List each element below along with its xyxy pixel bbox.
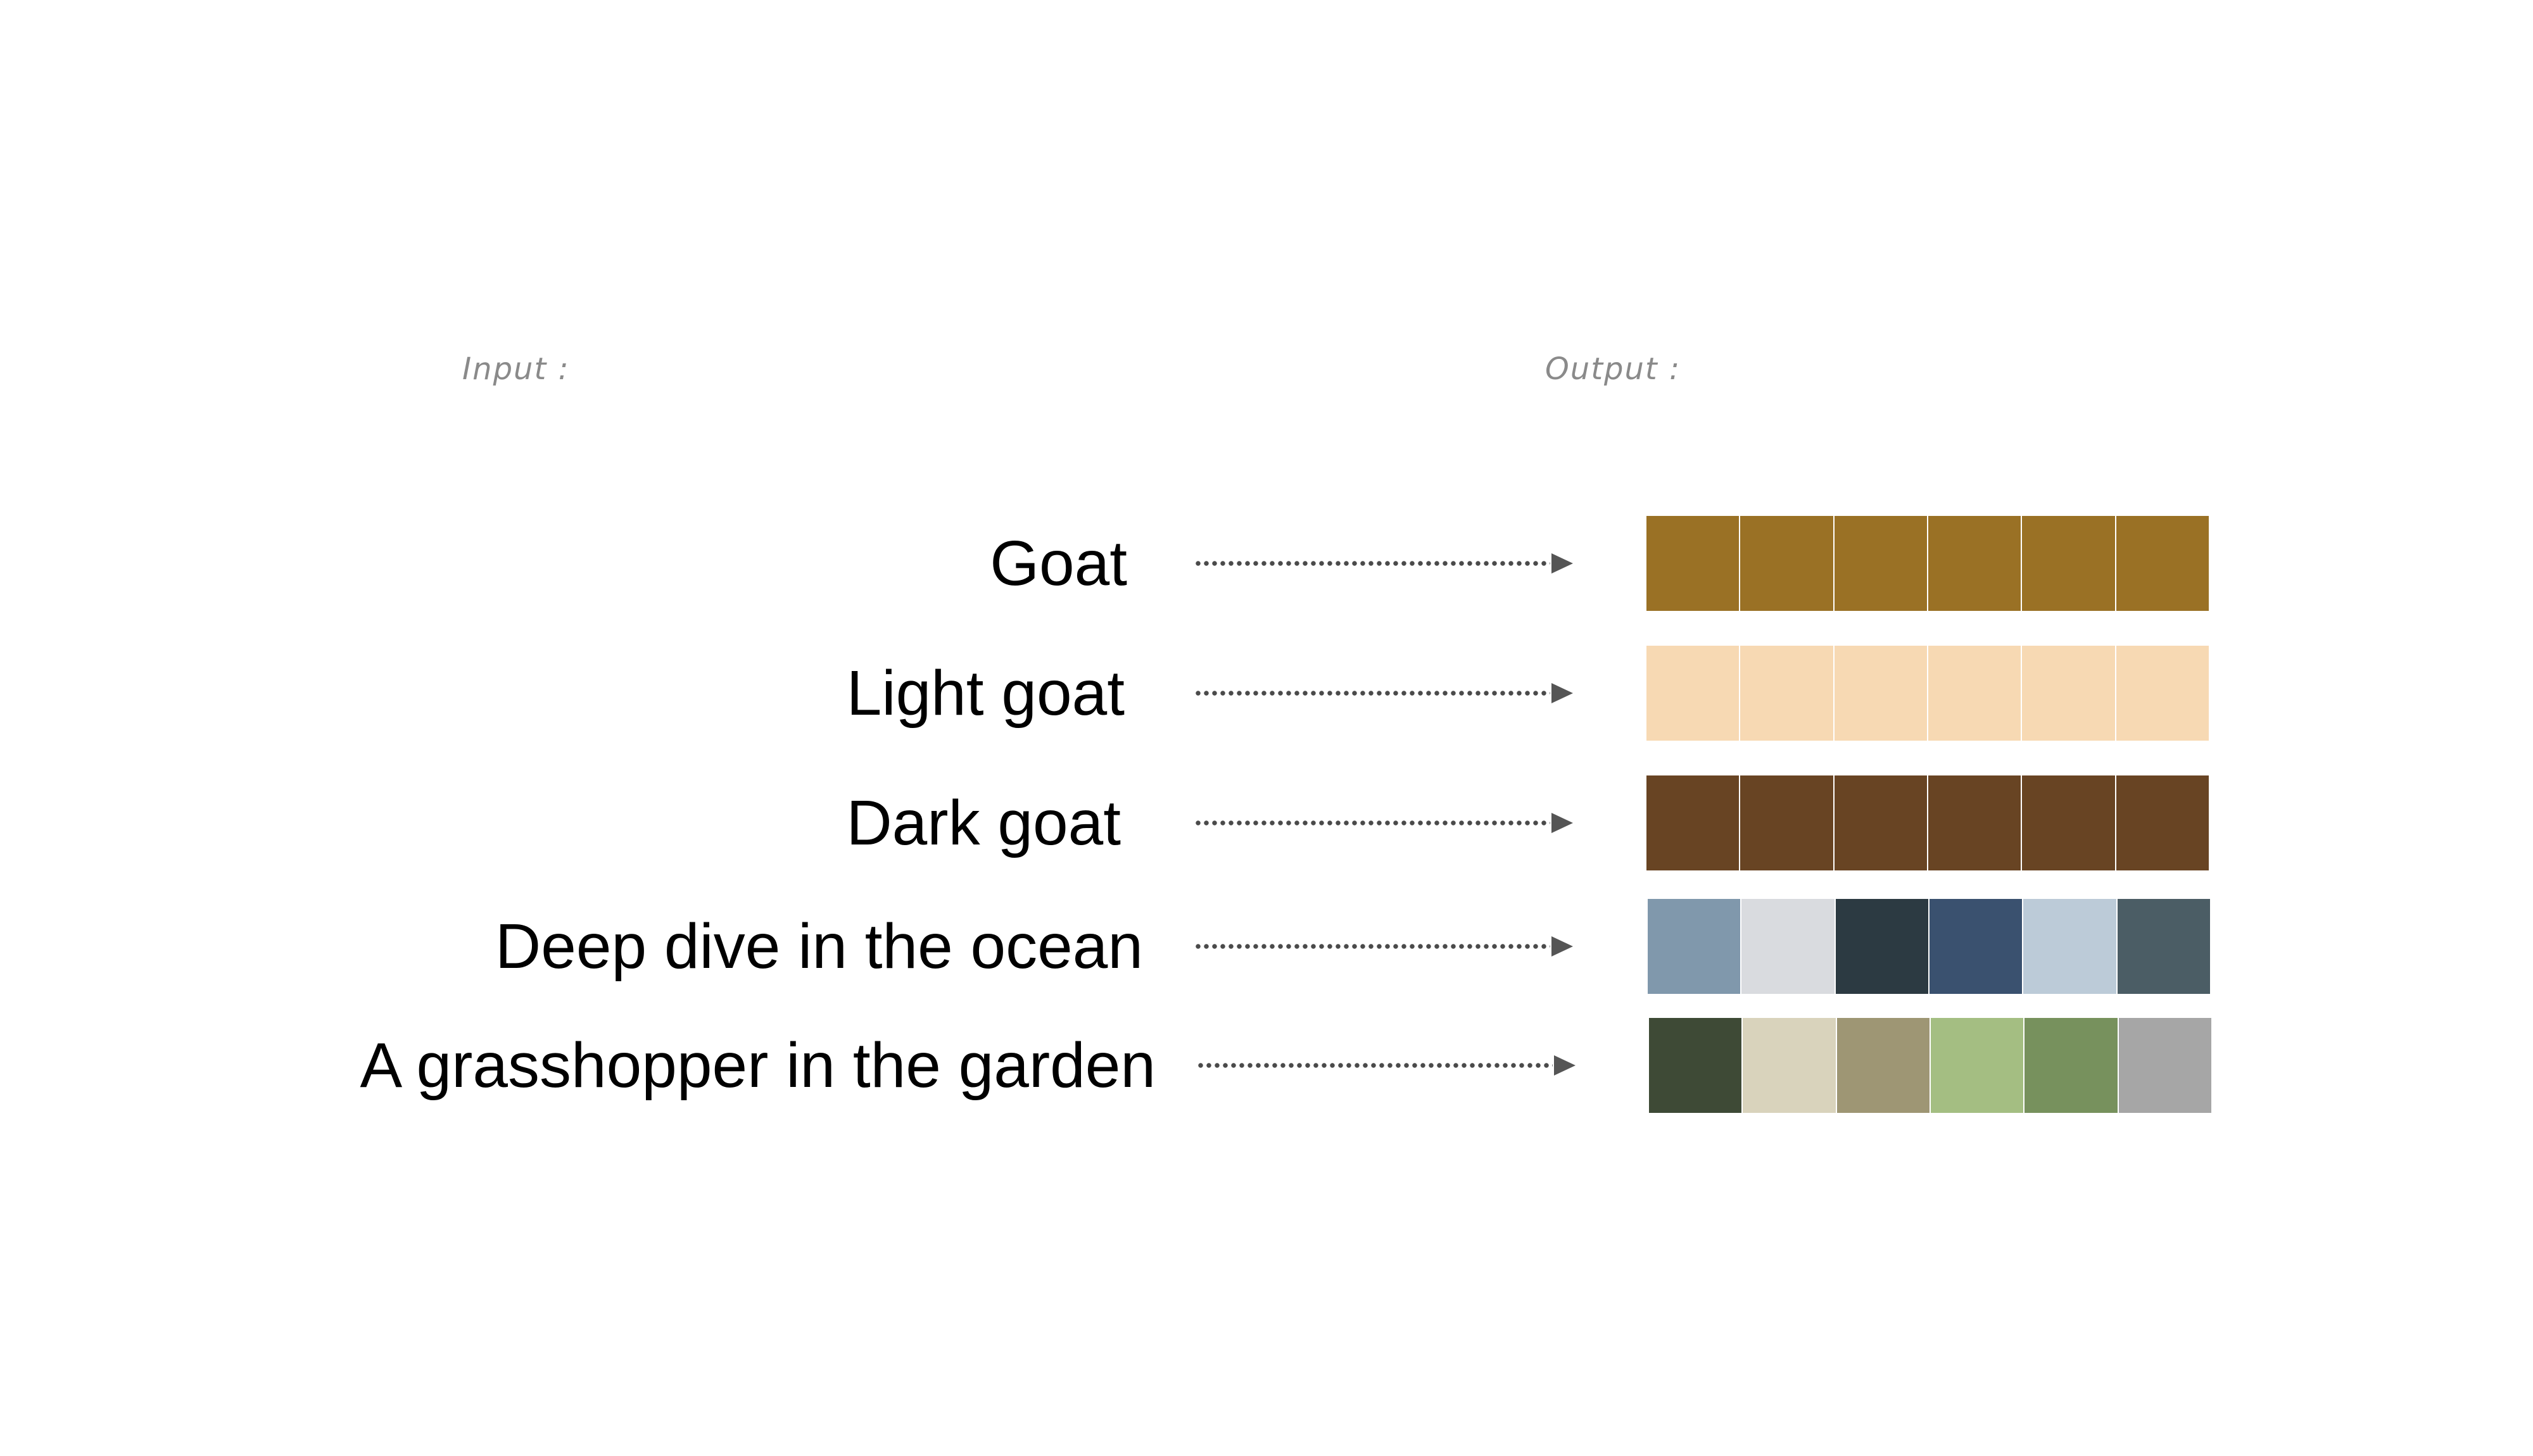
color-swatch	[2022, 646, 2115, 741]
color-swatch	[2022, 516, 2115, 611]
color-swatch	[2022, 775, 2115, 870]
mapping-row-grasshopper: A grasshopper in the garden	[0, 1018, 2533, 1113]
mapping-row-dark-goat: Dark goat	[0, 775, 2533, 870]
color-swatch	[1646, 646, 1740, 741]
color-swatch	[1649, 1018, 1742, 1113]
color-palette	[1646, 646, 2209, 741]
color-swatch	[2118, 1018, 2211, 1113]
prompt-text: Goat	[990, 528, 1127, 599]
color-swatch	[1930, 1018, 2024, 1113]
color-swatch	[1834, 646, 1927, 741]
color-palette	[1648, 899, 2210, 994]
prompt-text: Deep dive in the ocean	[495, 911, 1143, 982]
color-swatch	[1743, 1018, 1836, 1113]
color-swatch	[2116, 646, 2209, 741]
input-heading: Input :	[462, 351, 570, 387]
color-swatch	[2116, 516, 2209, 611]
color-swatch	[1836, 1018, 1930, 1113]
color-swatch	[1929, 899, 2023, 994]
color-swatch	[2025, 1018, 2118, 1113]
color-swatch	[2116, 775, 2209, 870]
prompt-text: Light goat	[846, 658, 1125, 729]
color-swatch	[1740, 516, 1833, 611]
color-swatch	[1741, 899, 1835, 994]
color-swatch	[1648, 899, 1741, 994]
color-palette	[1646, 516, 2209, 611]
arrow-icon	[1198, 1055, 1579, 1076]
output-heading: Output :	[1545, 351, 1681, 387]
color-swatch	[1835, 899, 1928, 994]
prompt-text: Dark goat	[846, 788, 1121, 858]
color-swatch	[1834, 516, 1927, 611]
color-swatch	[1928, 516, 2021, 611]
color-palette	[1649, 1018, 2211, 1113]
arrow-icon	[1196, 813, 1577, 833]
color-swatch	[1928, 775, 2021, 870]
color-swatch	[1646, 775, 1740, 870]
color-swatch	[1928, 646, 2021, 741]
arrow-icon	[1196, 553, 1577, 574]
mapping-row-light-goat: Light goat	[0, 646, 2533, 741]
color-swatch	[1834, 775, 1927, 870]
color-swatch	[1740, 775, 1833, 870]
arrow-icon	[1196, 936, 1577, 957]
arrow-icon	[1196, 683, 1577, 703]
color-swatch	[2023, 899, 2116, 994]
color-swatch	[1646, 516, 1740, 611]
color-swatch	[2117, 899, 2210, 994]
color-palette	[1646, 775, 2209, 870]
mapping-row-goat: Goat	[0, 516, 2533, 611]
mapping-row-deep-dive: Deep dive in the ocean	[0, 899, 2533, 994]
prompt-text: A grasshopper in the garden	[360, 1030, 1156, 1101]
color-swatch	[1740, 646, 1833, 741]
